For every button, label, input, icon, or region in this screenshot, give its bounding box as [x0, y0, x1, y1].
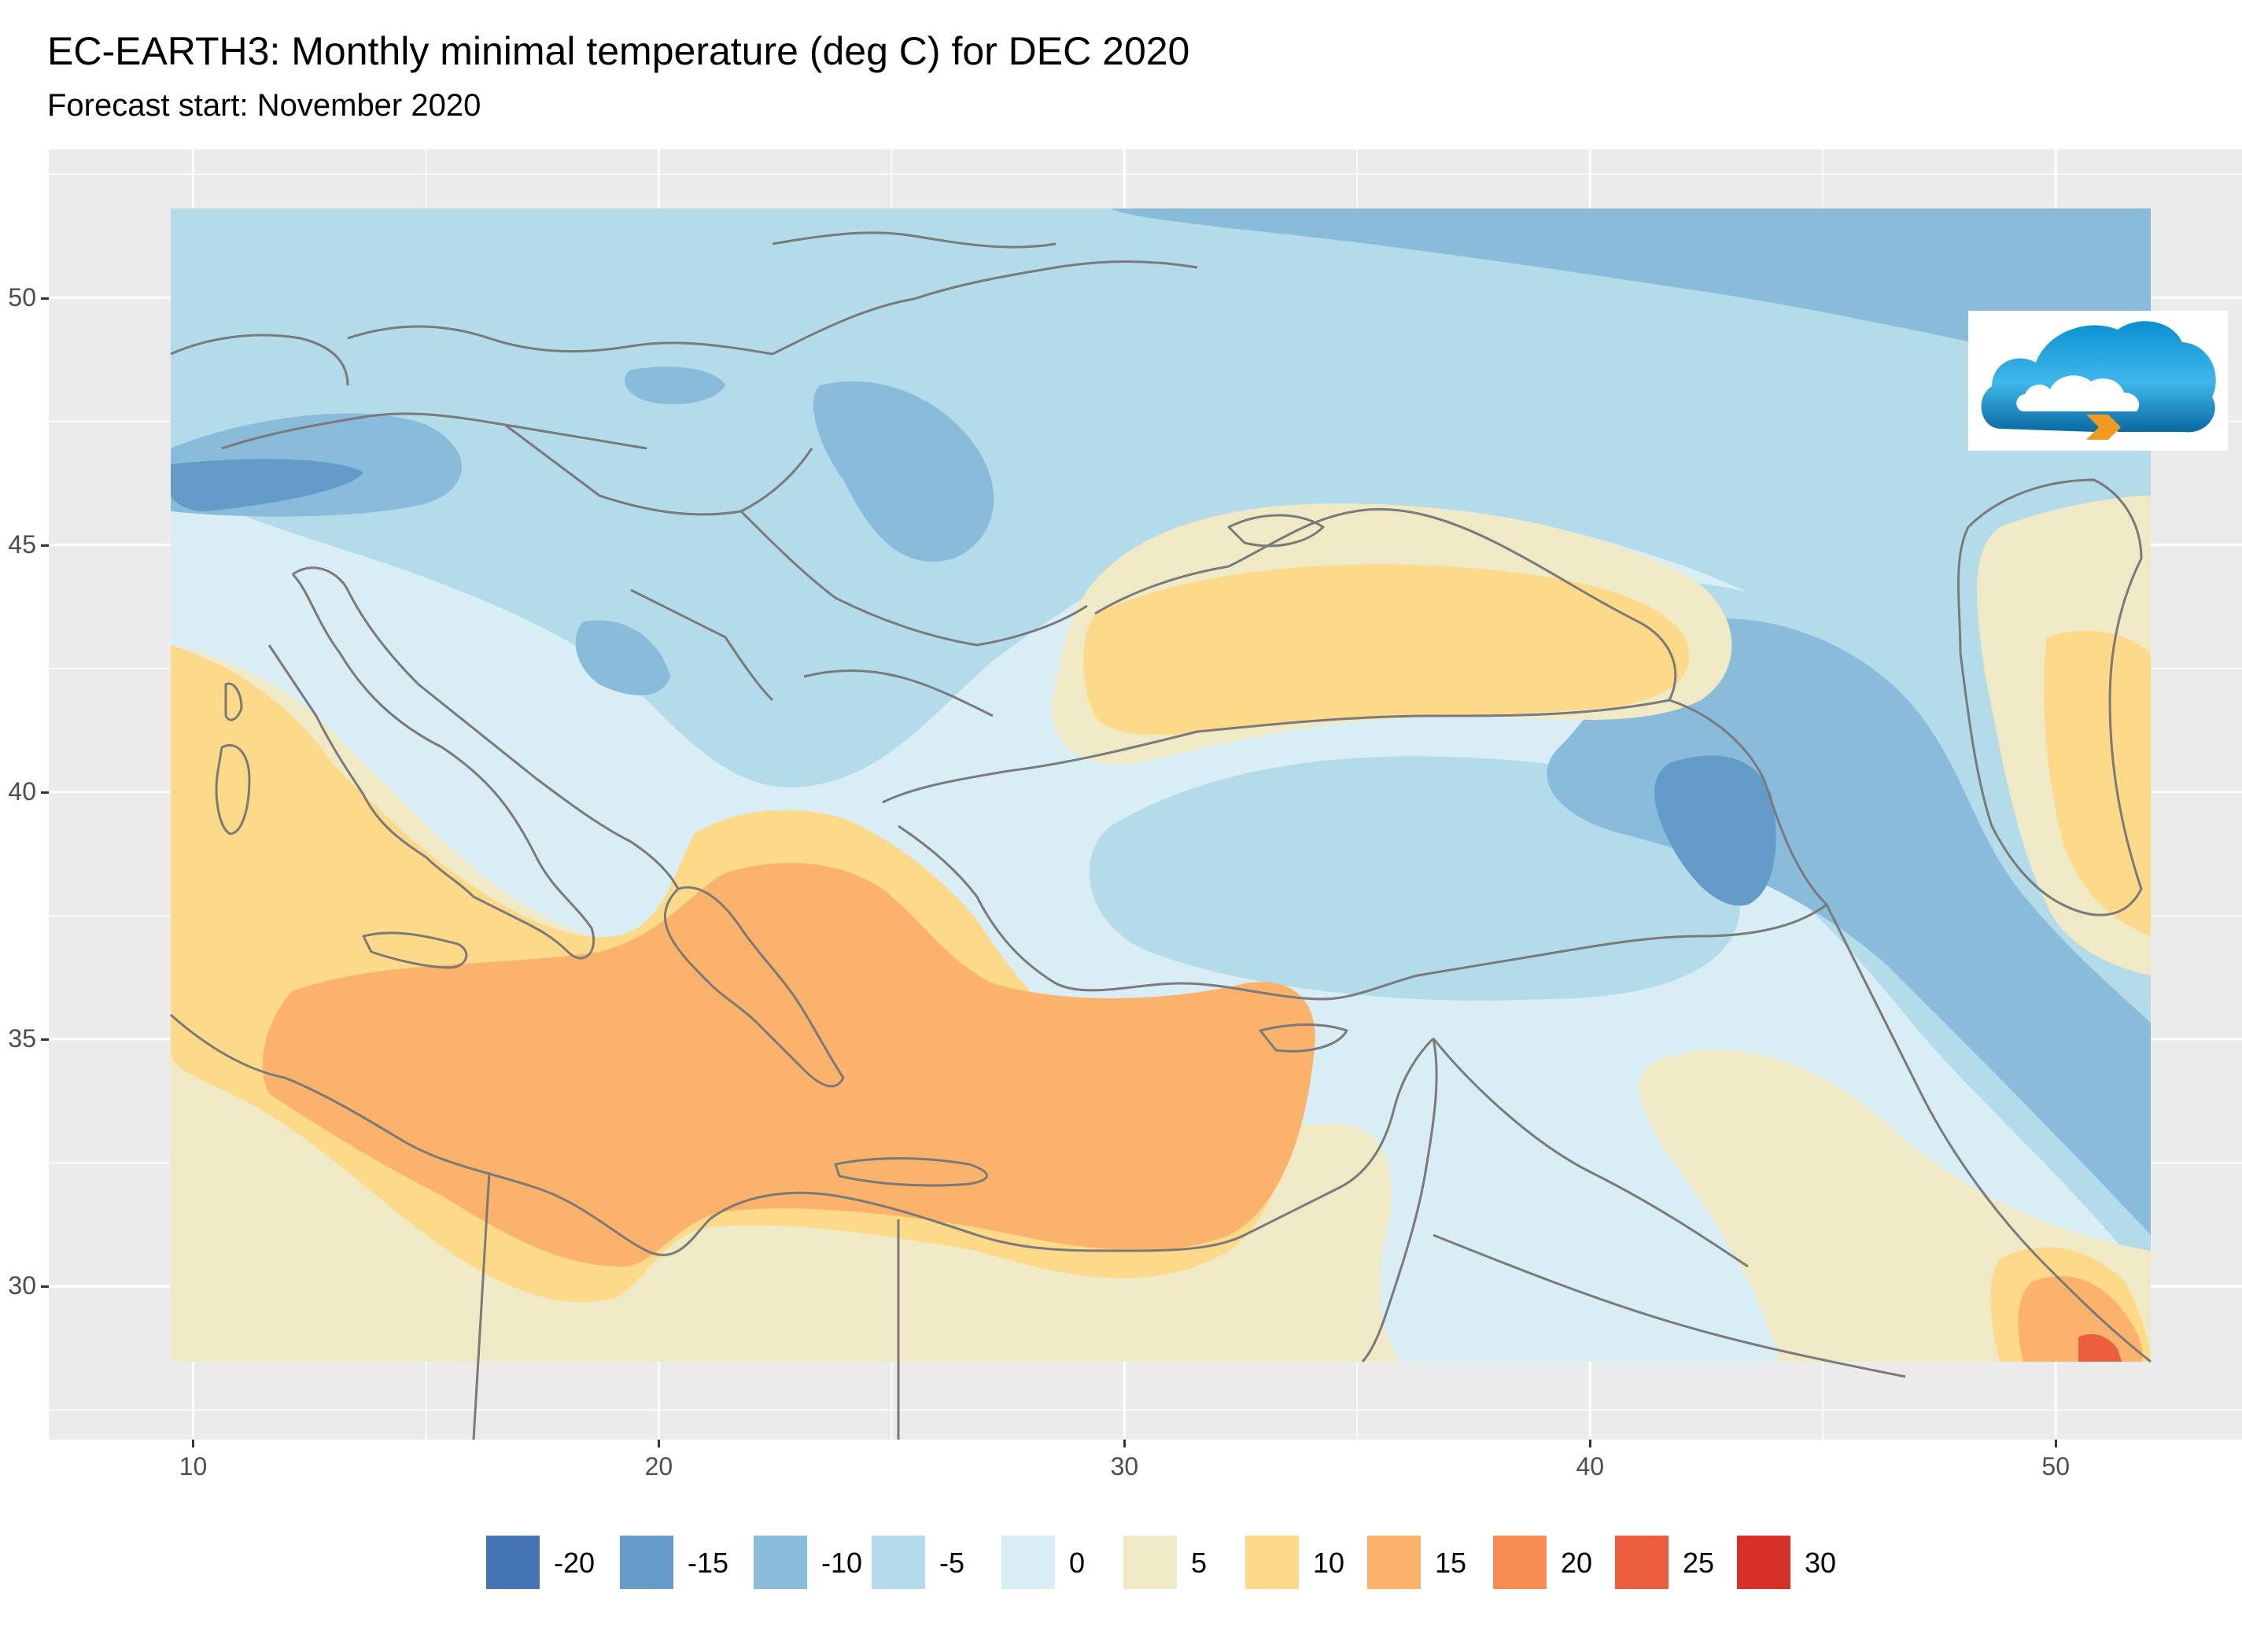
field-20-gulf: [2078, 1333, 2122, 1362]
border-saudi: [1433, 1233, 1906, 1378]
border-ukraine: [772, 260, 1198, 356]
border-iraq-iran: [1825, 904, 2152, 1363]
border-bulgaria: [803, 669, 994, 717]
border-syria-iraq: [1432, 1038, 1749, 1268]
legend-label: 0: [1069, 1547, 1086, 1579]
y-tick-label: 40: [8, 776, 36, 806]
border-cz-pl: [347, 325, 773, 356]
field-minus15-alps: [171, 459, 363, 511]
legend-label: 20: [1561, 1547, 1593, 1579]
border-sardinia: [215, 744, 251, 835]
y-tick-mark: [41, 791, 49, 794]
x-tick-mark: [192, 1440, 195, 1447]
legend-swatch: [1615, 1536, 1669, 1589]
border-adriatic: [292, 566, 680, 890]
cloud-logo-icon: [1981, 321, 2216, 440]
legend-swatch: [1001, 1536, 1055, 1589]
border-romania: [739, 510, 1088, 647]
border-levant: [1361, 1038, 1438, 1363]
x-tick-label: 30: [1110, 1452, 1139, 1481]
x-tick-label: 50: [2041, 1452, 2071, 1481]
chart-subtitle: Forecast start: November 2020: [47, 88, 481, 123]
x-tick-label: 40: [1576, 1452, 1605, 1481]
y-tick-label: 50: [8, 282, 36, 312]
field-minus5-anatolia: [1089, 756, 1740, 1001]
cloud-logo: [1968, 311, 2228, 451]
y-tick-mark: [41, 544, 49, 547]
legend-label: -20: [554, 1547, 596, 1579]
x-tick-mark: [1589, 1440, 1592, 1447]
field-minus10-carpathians: [813, 381, 994, 562]
border-nafrica: [170, 1013, 1435, 1256]
y-tick-mark: [41, 1038, 49, 1042]
border-italy: [267, 573, 596, 960]
legend-label: -10: [821, 1547, 863, 1579]
border-blacksea: [1094, 507, 1677, 701]
legend-swatch: [1245, 1536, 1299, 1589]
legend-swatch: [1493, 1536, 1547, 1589]
legend-label: -15: [688, 1547, 729, 1579]
legend-swatch: [620, 1536, 673, 1589]
legend-swatch: [486, 1536, 540, 1589]
border-cyprus: [1259, 1023, 1348, 1053]
border-belarus: [772, 231, 1056, 249]
field-minus15-armenia: [1654, 755, 1776, 906]
border-sicily: [362, 931, 468, 969]
legend-swatch: [754, 1536, 807, 1589]
legend-swatch: [1737, 1536, 1790, 1589]
border-germany: [170, 334, 349, 386]
border-crimea: [1227, 514, 1325, 548]
border-austria: [221, 412, 647, 450]
legend-label: 15: [1435, 1547, 1467, 1579]
x-tick-label: 10: [179, 1452, 208, 1481]
legend-label: 5: [1191, 1547, 1208, 1579]
y-tick-mark: [41, 1285, 49, 1289]
field-10-caspian: [2044, 630, 2151, 936]
map-canvas: [49, 149, 2242, 1440]
border-serbia: [630, 588, 774, 702]
chart-title: EC-EARTH3: Monthly minimal temperature (…: [47, 29, 1190, 73]
legend-label: 25: [1683, 1547, 1715, 1579]
border-crete: [834, 1157, 988, 1187]
y-tick-label: 35: [8, 1024, 36, 1053]
map-panel: [49, 149, 2242, 1440]
y-tick-label: 30: [8, 1271, 36, 1300]
legend-swatch: [1367, 1536, 1421, 1589]
field-minus10-balkans: [575, 620, 670, 695]
border-caspian: [1957, 478, 2143, 916]
field-10-blacksea: [1083, 564, 1690, 735]
legend-label: 10: [1313, 1547, 1345, 1579]
legend-label: 30: [1805, 1547, 1837, 1579]
field-minus10-ukraine: [1111, 208, 2151, 378]
y-tick-label: 45: [8, 529, 36, 559]
x-tick-mark: [2055, 1440, 2058, 1447]
field-minus10-poland: [624, 367, 725, 404]
legend-swatch: [872, 1536, 925, 1589]
x-tick-mark: [658, 1440, 661, 1447]
y-tick-mark: [41, 297, 49, 300]
legend-swatch: [1123, 1536, 1177, 1589]
country-borders: [170, 231, 2152, 1440]
border-corsica: [224, 682, 243, 721]
x-tick-mark: [1123, 1440, 1127, 1447]
legend-label: -5: [939, 1547, 965, 1579]
border-libya-tunisia: [472, 1171, 491, 1440]
field-15-gulf: [2018, 1276, 2143, 1362]
border-hungary: [504, 423, 813, 516]
temperature-field: [171, 208, 2151, 1362]
field-15-med: [262, 862, 1316, 1267]
border-greece: [663, 886, 845, 1088]
border-turkey: [882, 699, 1828, 1001]
x-tick-label: 20: [644, 1452, 673, 1481]
